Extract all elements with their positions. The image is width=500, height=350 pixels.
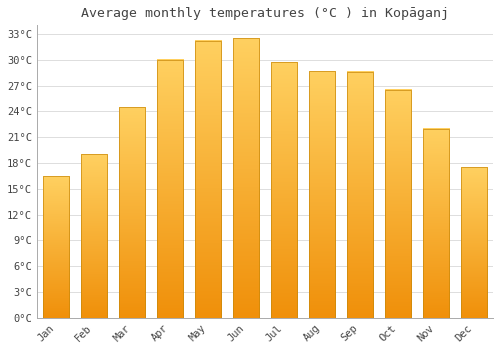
Bar — [422, 128, 450, 318]
Bar — [384, 90, 411, 318]
Bar — [232, 38, 259, 318]
Bar — [42, 176, 69, 318]
Bar — [156, 60, 183, 318]
Bar — [42, 176, 69, 318]
Bar — [194, 41, 221, 318]
Bar — [346, 72, 374, 318]
Bar — [80, 154, 107, 318]
Bar — [308, 71, 336, 318]
Bar — [80, 154, 107, 318]
Bar — [460, 167, 487, 318]
Bar — [460, 167, 487, 318]
Bar — [422, 128, 450, 318]
Bar — [194, 41, 221, 318]
Bar — [270, 62, 297, 318]
Title: Average monthly temperatures (°C ) in Kopāganj: Average monthly temperatures (°C ) in Ko… — [81, 7, 449, 20]
Bar — [232, 38, 259, 318]
Bar — [308, 71, 336, 318]
Bar — [270, 62, 297, 318]
Bar — [118, 107, 145, 318]
Bar — [346, 72, 374, 318]
Bar — [156, 60, 183, 318]
Bar — [118, 107, 145, 318]
Bar — [384, 90, 411, 318]
